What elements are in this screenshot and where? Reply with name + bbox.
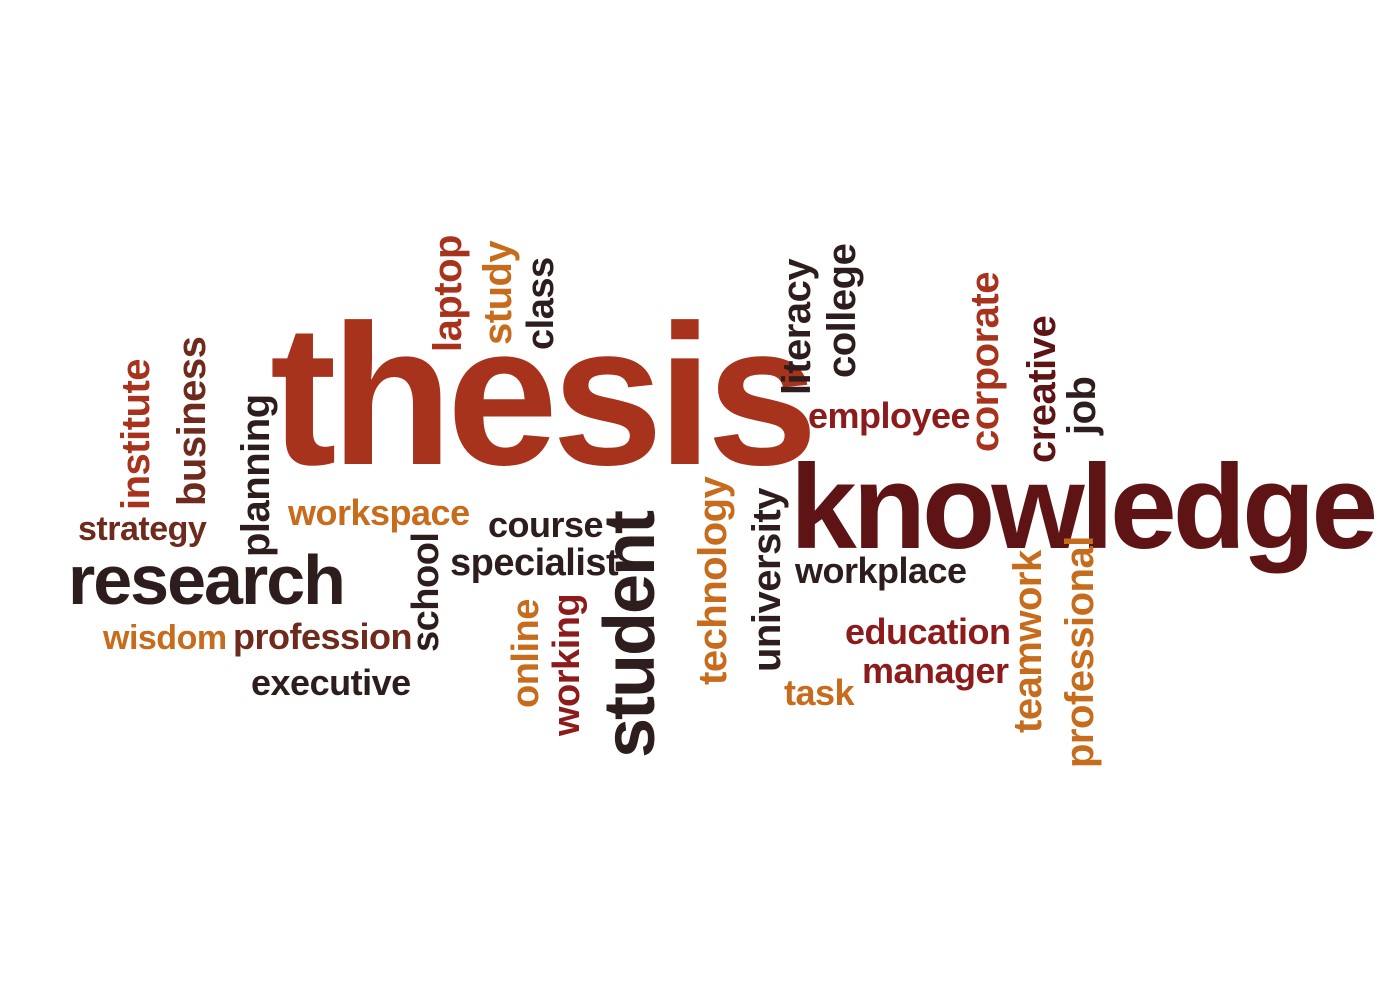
word-teamwork: teamwork (1006, 550, 1050, 733)
word-knowledge: knowledge (790, 440, 1378, 574)
word-wisdom: wisdom (103, 619, 227, 657)
word-job: job (1060, 376, 1104, 435)
word-school: school (405, 532, 447, 652)
word-employee: employee (808, 395, 971, 436)
word-class: class (520, 257, 562, 350)
word-thesis: thesis (270, 284, 818, 507)
word-task: task (784, 672, 855, 713)
word-technology: technology (691, 476, 735, 685)
word-laptop: laptop (426, 235, 470, 352)
word-specialist: specialist (450, 542, 619, 584)
word-literacy: literacy (775, 258, 819, 395)
word-research: research (68, 541, 346, 619)
word-institute: institute (114, 358, 158, 510)
word-course: course (488, 504, 604, 545)
word-creative: creative (1020, 315, 1064, 463)
word-study: study (476, 240, 520, 345)
word-working: working (546, 593, 588, 736)
word-education: education (845, 611, 1011, 652)
word-strategy: strategy (78, 510, 207, 548)
word-student: student (590, 512, 670, 758)
word-manager: manager (862, 650, 1009, 691)
word-workplace: workplace (795, 550, 967, 591)
word-profession: profession (233, 616, 413, 657)
word-workspace: workspace (288, 492, 470, 533)
word-business: business (170, 336, 214, 506)
word-college: college (820, 243, 864, 378)
word-executive: executive (251, 662, 411, 703)
word-corporate: corporate (963, 272, 1007, 452)
word-professional: professional (1058, 536, 1102, 768)
word-planning: planning (234, 394, 278, 557)
word-university: university (745, 488, 789, 672)
word-online: online (505, 599, 547, 708)
